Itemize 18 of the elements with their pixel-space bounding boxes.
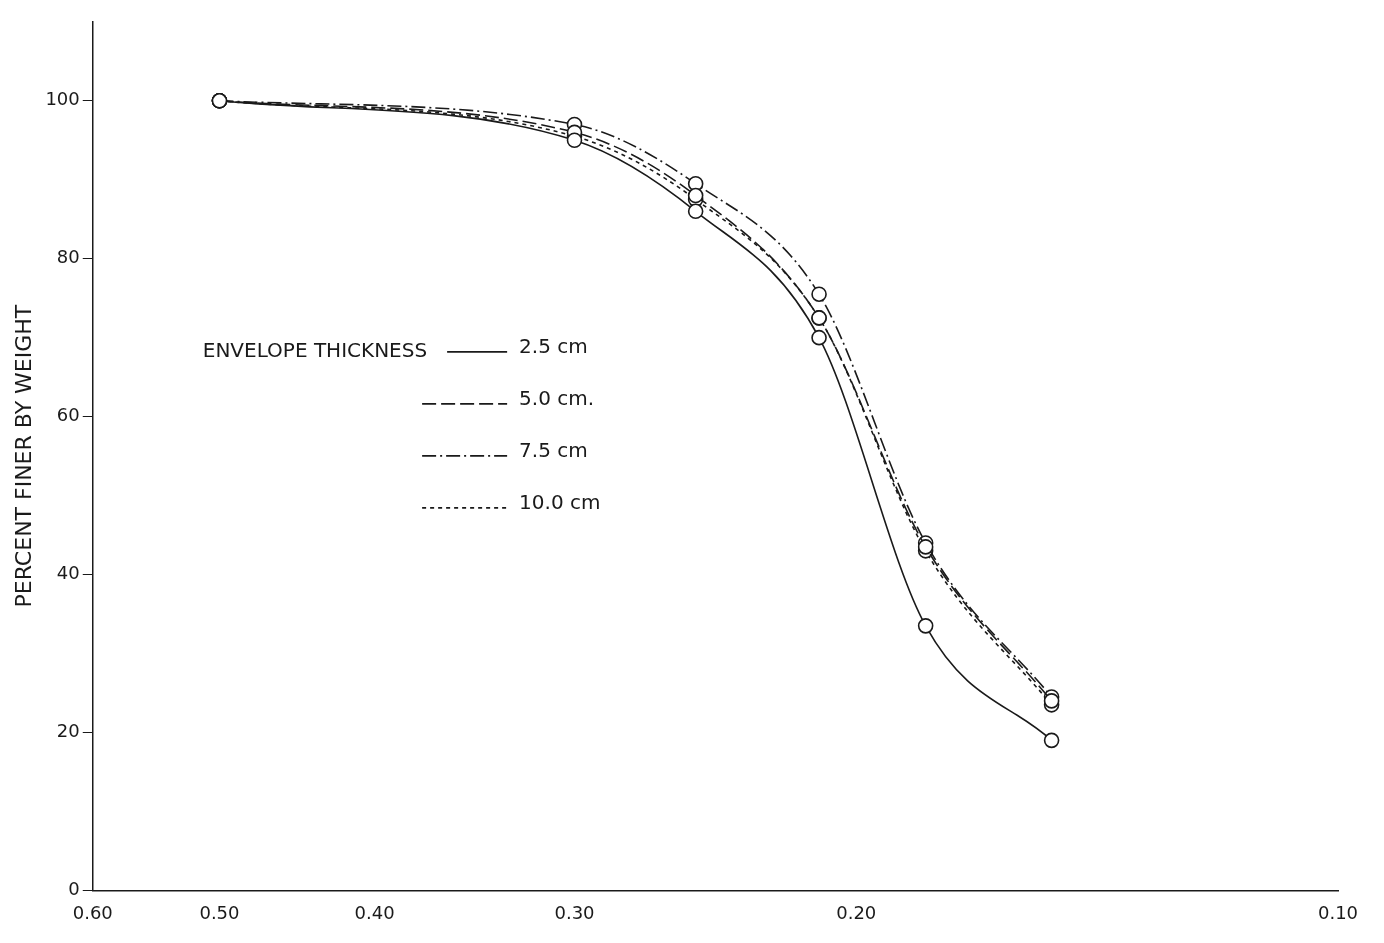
x-tick-label: 0.30 <box>554 901 595 923</box>
y-tick-label: 20 <box>56 720 80 742</box>
x-tick-label: 0.50 <box>199 901 240 923</box>
y-tick-label: 60 <box>56 404 80 426</box>
y-tick-label: 40 <box>56 562 80 584</box>
legend-label: 5.0 cm. <box>519 386 595 410</box>
legend-title: ENVELOPE THICKNESS <box>202 338 428 362</box>
y-tick-label: 100 <box>45 88 80 110</box>
y-tick-label: 80 <box>56 246 80 268</box>
y-tick-label: 0 <box>68 878 80 900</box>
x-tick-label: 0.20 <box>836 901 877 923</box>
y-axis-title: PERCENT FINER BY WEIGHT <box>10 304 36 608</box>
x-tick-label: 0.60 <box>72 901 113 923</box>
x-tick-label: 0.40 <box>354 901 395 923</box>
legend-label: 10.0 cm <box>519 490 601 514</box>
x-tick-label: 0.10 <box>1317 901 1359 923</box>
legend-label: 7.5 cm <box>519 438 588 462</box>
legend-label: 2.5 cm <box>519 334 588 358</box>
